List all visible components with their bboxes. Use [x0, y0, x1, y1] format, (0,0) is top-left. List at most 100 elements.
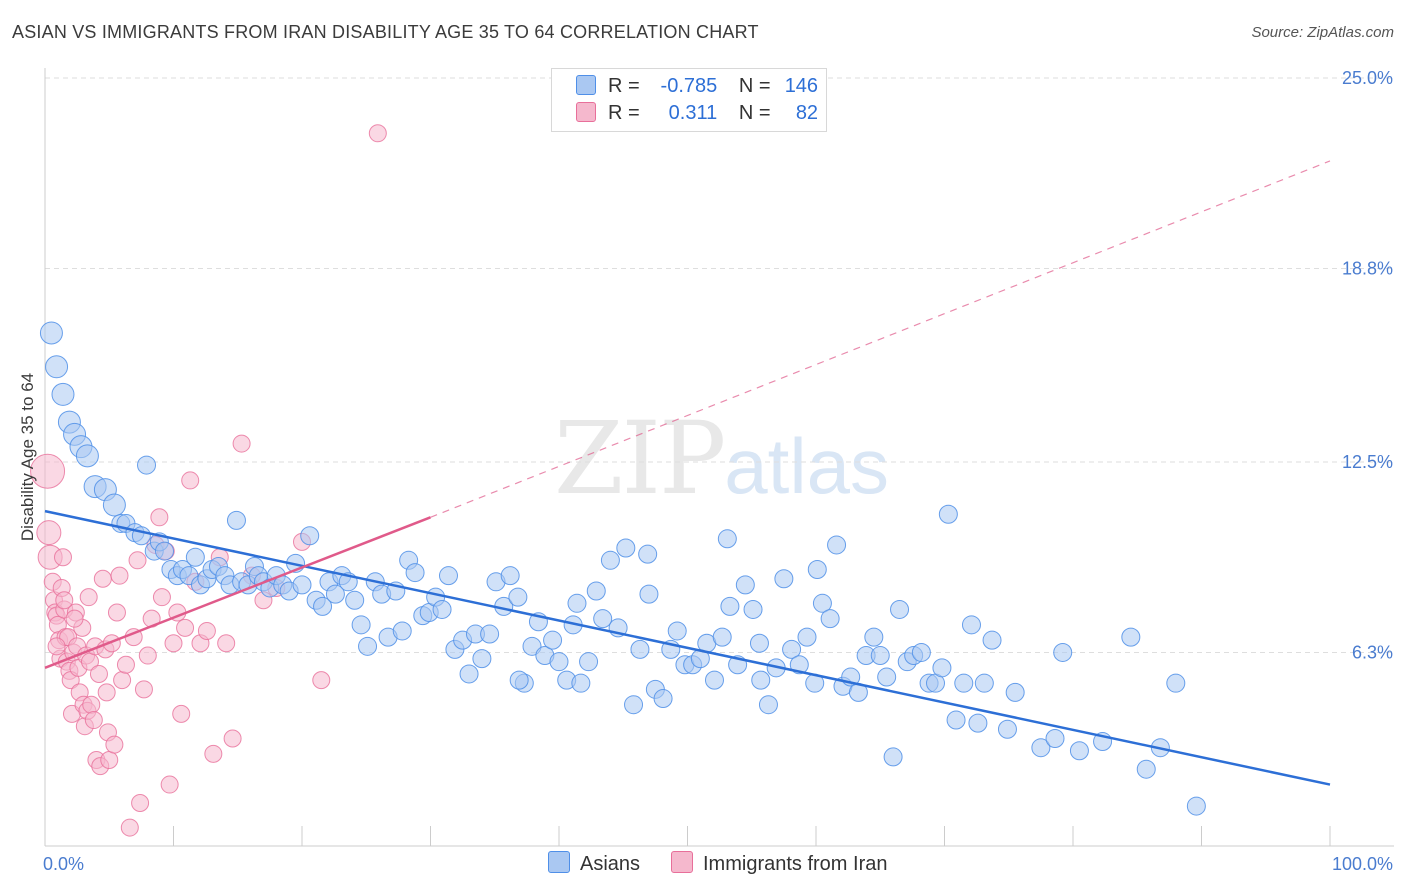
data-point-asian: [600, 550, 620, 570]
x-tick-labels: 0.0% 100.0%: [43, 854, 1393, 874]
data-point-asian: [1045, 728, 1065, 748]
y-axis-label: Disability Age 35 to 64: [18, 373, 37, 541]
data-point-asian: [45, 355, 69, 379]
data-point-asian: [438, 566, 458, 586]
data-point-asian: [226, 510, 246, 530]
data-point-iran: [120, 818, 139, 837]
chart-title: ASIAN VS IMMIGRANTS FROM IRAN DISABILITY…: [12, 22, 759, 42]
data-point-asian: [1053, 642, 1073, 662]
data-point-iran: [172, 704, 191, 723]
data-point-asian: [405, 563, 425, 583]
data-point-iran: [312, 671, 331, 690]
data-point-iran: [79, 588, 98, 607]
data-point-iran: [47, 637, 66, 656]
trend-line-iran: [44, 516, 431, 669]
data-point-iran: [89, 664, 108, 683]
data-point-asian: [543, 630, 563, 650]
asian-points: [39, 321, 1206, 816]
y-tick-label: 25.0%: [1342, 68, 1393, 88]
data-point-iran: [138, 646, 157, 665]
data-point-asian: [345, 590, 365, 610]
data-point-iran: [160, 775, 179, 794]
source-credit: Source: ZipAtlas.com: [1251, 24, 1394, 41]
iran-points: [30, 124, 387, 837]
data-point-iran: [36, 520, 62, 546]
legend-item-iran: Immigrants from Iran: [671, 851, 887, 876]
legend-n-value: 146: [784, 75, 819, 97]
data-point-iran: [232, 434, 251, 453]
data-point-iran: [53, 548, 72, 567]
data-point-asian: [1166, 673, 1186, 693]
data-point-asian: [500, 566, 520, 586]
data-point-asian: [797, 627, 817, 647]
data-point-asian: [579, 652, 599, 672]
data-point-asian: [743, 599, 763, 619]
data-point-asian: [480, 624, 500, 644]
data-point-asian: [137, 455, 157, 475]
data-point-asian: [751, 670, 771, 690]
data-point-asian: [653, 689, 673, 709]
data-point-asian: [968, 713, 988, 733]
data-point-asian: [639, 584, 659, 604]
correlation-legend: R = -0.785 N = 146 R = 0.311 N = 82: [551, 68, 827, 132]
data-point-iran: [97, 683, 116, 702]
data-point-asian: [870, 646, 890, 666]
data-point-asian: [1069, 741, 1089, 761]
pink-swatch-icon: [576, 102, 596, 122]
trend-lines: [44, 160, 1331, 786]
data-point-asian: [827, 535, 847, 555]
blue-swatch-icon: [576, 75, 596, 95]
data-point-asian: [911, 642, 931, 662]
data-point-asian: [877, 667, 897, 687]
y-tick-label: 6.3%: [1352, 642, 1393, 662]
data-point-asian: [392, 621, 412, 641]
data-point-asian: [782, 639, 802, 659]
legend-r-value: 0.311: [668, 102, 718, 124]
data-point-asian: [864, 627, 884, 647]
data-point-asian: [549, 652, 569, 672]
data-point-iran: [223, 729, 242, 748]
data-point-asian: [300, 526, 320, 546]
data-point-asian: [789, 655, 809, 675]
data-point-asian: [593, 609, 613, 629]
data-point-iran: [134, 680, 153, 699]
pink-swatch-icon: [671, 851, 693, 873]
data-point-asian: [567, 593, 587, 613]
data-point-asian: [51, 382, 75, 406]
x-tick-label: 100.0%: [1332, 854, 1393, 874]
data-point-asian: [946, 710, 966, 730]
data-point-iran: [164, 634, 183, 653]
y-tick-label: 12.5%: [1342, 452, 1393, 472]
data-point-asian: [616, 538, 636, 558]
data-point-asian: [351, 615, 371, 635]
trend-line-iran-extended: [430, 160, 1331, 518]
axes: [44, 68, 1394, 847]
data-point-asian: [938, 504, 958, 524]
data-point-asian: [807, 560, 827, 580]
data-point-asian: [704, 670, 724, 690]
data-point-iran: [113, 671, 132, 690]
data-point-asian: [102, 493, 126, 517]
data-point-iran: [204, 744, 223, 763]
blue-swatch-icon: [548, 851, 570, 873]
data-point-asian: [586, 581, 606, 601]
data-point-iran: [197, 621, 216, 640]
data-point-asian: [932, 658, 952, 678]
data-point-iran: [100, 750, 119, 769]
data-point-asian: [155, 541, 175, 561]
legend-row-iran: R = 0.311 N = 82: [576, 102, 818, 126]
data-point-asian: [735, 575, 755, 595]
legend-row-asians: R = -0.785 N = 146: [576, 75, 818, 99]
data-point-asian: [749, 633, 769, 653]
data-point-asian: [1136, 759, 1156, 779]
data-point-asian: [1121, 627, 1141, 647]
legend-item-asians: Asians: [548, 851, 640, 876]
data-point-asian: [638, 544, 658, 564]
data-point-asian: [472, 649, 492, 669]
legend-r-value: -0.785: [660, 75, 718, 97]
data-point-asian: [717, 529, 737, 549]
trend-line-asians: [44, 509, 1331, 786]
data-point-iran: [181, 471, 200, 490]
data-point-asian: [509, 670, 529, 690]
